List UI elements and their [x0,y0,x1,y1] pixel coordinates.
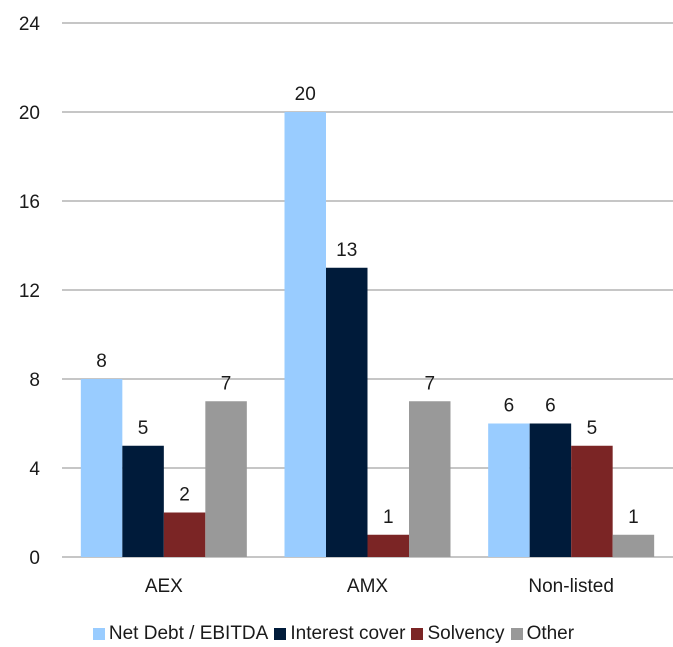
legend-swatch [510,627,523,640]
y-tick-label: 20 [19,103,40,124]
bar [163,512,206,557]
bar [80,379,123,557]
y-tick-label: 16 [19,192,40,213]
bar [367,534,409,557]
legend-swatch [92,627,105,640]
data-label: 1 [383,507,394,528]
legend-label: Solvency [427,622,505,644]
bar [409,401,451,557]
y-tick-label: 24 [19,14,41,35]
legend-label: Interest cover [290,622,406,644]
legend-swatch [411,627,424,640]
chart-legend: Net Debt / EBITDA Interest cover Solvency O… [0,620,673,647]
legend-label: Other [526,622,575,644]
bar [488,423,530,557]
data-label: 6 [504,396,515,417]
data-label: 7 [424,373,435,394]
bar [326,267,368,557]
legend-swatch [274,627,287,640]
x-category-label: AMX [347,576,389,597]
legend-label: Net Debt / EBITDA [108,622,269,644]
bar [571,445,613,557]
y-tick-label: 8 [29,370,40,391]
x-category-label: Non-listed [528,576,614,597]
y-tick-label: 4 [29,459,40,480]
data-label: 13 [336,240,357,261]
legend-item: Other [510,622,575,645]
data-label: 5 [138,418,149,439]
y-tick-label: 12 [19,281,40,302]
data-label: 1 [628,507,639,528]
y-tick-label: 0 [29,548,40,569]
data-label: 2 [179,485,190,506]
data-label: 6 [545,396,556,417]
bar [205,401,247,557]
bar [122,445,164,557]
data-label: 8 [96,351,107,372]
legend-item: Solvency [411,622,505,645]
data-label: 5 [587,418,598,439]
data-label: 20 [295,84,316,105]
data-label: 7 [221,373,232,394]
bar [612,534,655,557]
legend-item: Net Debt / EBITDA [92,622,269,645]
bar-chart: 0 4 8 12 16 20 24 8 5 2 7 AEX 20 13 1 7 AMX 6 6 5 1 Non-liste… [19,14,673,597]
bar [284,112,326,557]
x-category-label: AEX [145,576,183,597]
bar [529,423,572,557]
legend-item: Interest cover [274,623,405,645]
